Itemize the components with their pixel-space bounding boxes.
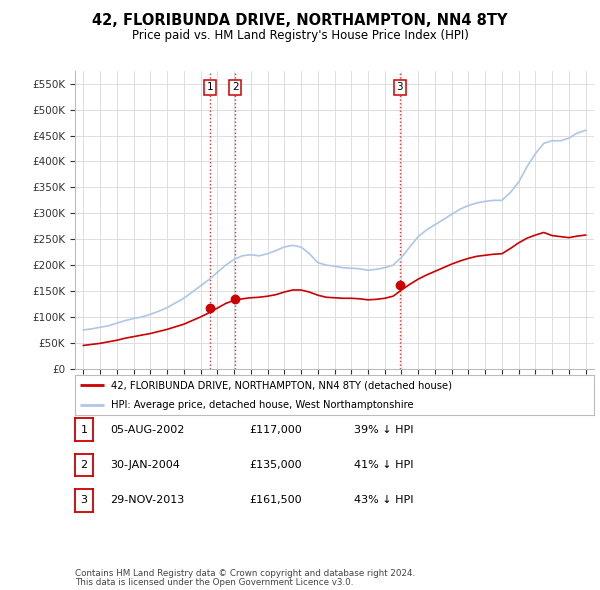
Text: £161,500: £161,500 <box>249 496 302 505</box>
Text: This data is licensed under the Open Government Licence v3.0.: This data is licensed under the Open Gov… <box>75 578 353 587</box>
Text: £135,000: £135,000 <box>249 460 302 470</box>
Text: 2: 2 <box>232 82 239 92</box>
Text: HPI: Average price, detached house, West Northamptonshire: HPI: Average price, detached house, West… <box>112 401 414 410</box>
Text: Price paid vs. HM Land Registry's House Price Index (HPI): Price paid vs. HM Land Registry's House … <box>131 29 469 42</box>
Text: 39% ↓ HPI: 39% ↓ HPI <box>354 425 413 434</box>
Text: 42, FLORIBUNDA DRIVE, NORTHAMPTON, NN4 8TY (detached house): 42, FLORIBUNDA DRIVE, NORTHAMPTON, NN4 8… <box>112 381 452 390</box>
Text: 3: 3 <box>80 496 88 505</box>
Text: 42, FLORIBUNDA DRIVE, NORTHAMPTON, NN4 8TY: 42, FLORIBUNDA DRIVE, NORTHAMPTON, NN4 8… <box>92 13 508 28</box>
Text: 41% ↓ HPI: 41% ↓ HPI <box>354 460 413 470</box>
Text: 30-JAN-2004: 30-JAN-2004 <box>110 460 179 470</box>
Text: £117,000: £117,000 <box>249 425 302 434</box>
Text: 43% ↓ HPI: 43% ↓ HPI <box>354 496 413 505</box>
Text: 29-NOV-2013: 29-NOV-2013 <box>110 496 184 505</box>
Text: 05-AUG-2002: 05-AUG-2002 <box>110 425 184 434</box>
Text: Contains HM Land Registry data © Crown copyright and database right 2024.: Contains HM Land Registry data © Crown c… <box>75 569 415 578</box>
Text: 2: 2 <box>80 460 88 470</box>
Text: 1: 1 <box>207 82 214 92</box>
Text: 1: 1 <box>80 425 88 434</box>
Text: 3: 3 <box>397 82 403 92</box>
